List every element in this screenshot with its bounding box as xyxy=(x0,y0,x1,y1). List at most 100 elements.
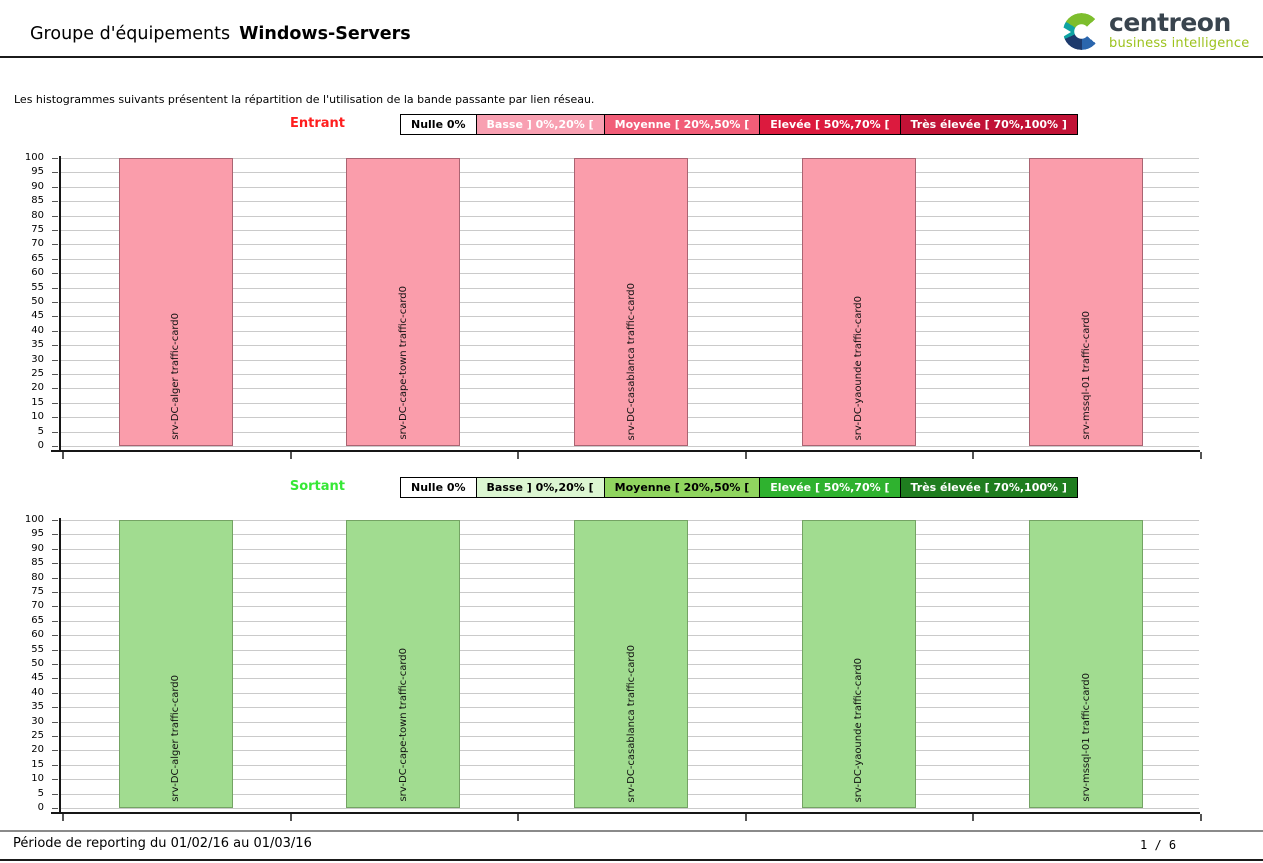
y-tick xyxy=(52,635,58,637)
y-tick xyxy=(52,750,58,752)
y-tick xyxy=(52,764,58,766)
y-tick xyxy=(52,402,58,404)
bar-label: srv-mssql-01 traffic-card0 xyxy=(1080,673,1092,802)
centreon-logo-icon xyxy=(1061,13,1100,53)
y-axis-label: 15 xyxy=(31,396,44,408)
y-axis-label: 50 xyxy=(31,296,44,307)
bar: srv-DC-casablanca traffic-card0 xyxy=(574,520,688,808)
bar-label: srv-DC-yaounde traffic-card0 xyxy=(853,657,865,802)
y-axis-label: 5 xyxy=(37,787,44,799)
y-axis-label: 0 xyxy=(37,440,44,451)
legend-cell: Nulle 0% xyxy=(400,114,477,135)
y-tick xyxy=(52,186,58,188)
report-period: Période de reporting du 01/02/16 au 01/0… xyxy=(13,836,312,851)
y-tick xyxy=(52,678,58,680)
y-tick xyxy=(52,172,58,174)
y-tick xyxy=(52,606,58,608)
footer-divider xyxy=(0,830,1263,832)
bar: srv-DC-yaounde traffic-card0 xyxy=(801,158,916,446)
y-axis-label: 100 xyxy=(24,514,44,525)
bar-label: srv-DC-cape-town traffic-card0 xyxy=(397,286,409,440)
y-tick xyxy=(52,374,58,375)
y-axis-label: 100 xyxy=(24,152,44,163)
y-tick xyxy=(52,345,58,347)
y-axis xyxy=(59,518,61,814)
x-tick xyxy=(62,452,64,459)
y-tick xyxy=(52,736,58,737)
x-tick xyxy=(517,814,520,821)
legend-cell: Très élevée [ 70%,100% ] xyxy=(899,477,1078,498)
y-axis-label: 55 xyxy=(31,281,44,293)
y-axis-label: 45 xyxy=(31,310,44,322)
bar-label: srv-DC-alger traffic-card0 xyxy=(170,313,182,440)
y-axis-label: 25 xyxy=(31,368,44,379)
bar-label: srv-DC-yaounde traffic-card0 xyxy=(853,295,865,440)
y-axis-label: 70 xyxy=(31,238,44,250)
y-axis-label: 35 xyxy=(31,339,44,351)
y-axis-label: 65 xyxy=(31,614,44,626)
y-tick xyxy=(52,330,58,332)
x-tick xyxy=(744,814,747,821)
y-axis-label: 80 xyxy=(31,571,44,583)
y-tick xyxy=(52,359,58,361)
bar-label: srv-DC-cape-town traffic-card0 xyxy=(397,648,409,802)
bar: srv-DC-alger traffic-card0 xyxy=(118,520,233,808)
chart-direction-label: Entrant xyxy=(289,116,345,131)
y-axis-label: 40 xyxy=(31,324,44,336)
y-axis-label: 55 xyxy=(31,643,44,655)
y-axis-label: 95 xyxy=(31,166,44,178)
y-tick xyxy=(52,577,58,579)
y-axis-label: 20 xyxy=(31,382,44,394)
gridline xyxy=(61,808,1199,809)
title-group-name: Windows-Servers xyxy=(239,24,411,44)
bar-label: srv-DC-casablanca traffic-card0 xyxy=(625,282,637,440)
y-tick xyxy=(52,563,58,565)
y-axis-label: 65 xyxy=(31,252,44,264)
page-title: Groupe d'équipements Windows-Servers xyxy=(30,24,411,44)
y-axis-label: 0 xyxy=(37,802,44,813)
page-number: 1 / 6 xyxy=(1140,838,1177,852)
y-axis-label: 70 xyxy=(31,600,44,612)
y-axis-label: 85 xyxy=(31,557,44,569)
header-divider xyxy=(0,56,1263,58)
y-tick xyxy=(52,316,58,318)
legend-cell: Moyenne [ 20%,50% [ xyxy=(603,114,761,135)
y-tick xyxy=(52,258,58,260)
y-tick xyxy=(52,215,58,217)
y-tick xyxy=(52,649,58,651)
bar: srv-mssql-01 traffic-card0 xyxy=(1029,158,1144,446)
bar: srv-DC-cape-town traffic-card0 xyxy=(346,520,461,808)
y-axis-label: 90 xyxy=(31,180,44,192)
y-axis-label: 5 xyxy=(37,425,44,437)
legend-table: Nulle 0% Basse ] 0%,20% [Moyenne [ 20%,50… xyxy=(400,114,1078,135)
y-axis-label: 30 xyxy=(31,715,44,727)
page-bottom-border xyxy=(0,859,1263,861)
legend-cell: Basse ] 0%,20% [ xyxy=(475,477,605,498)
y-tick xyxy=(52,721,58,723)
y-tick xyxy=(52,534,58,536)
x-tick xyxy=(517,452,520,459)
x-tick xyxy=(972,814,975,821)
y-tick xyxy=(52,158,58,159)
intro-text: Les histogrammes suivants présentent la … xyxy=(14,93,595,106)
y-axis-label: 60 xyxy=(31,267,44,279)
y-tick xyxy=(52,388,58,390)
y-tick xyxy=(52,446,58,447)
y-tick xyxy=(52,592,58,593)
y-tick xyxy=(52,808,58,809)
bar: srv-DC-cape-town traffic-card0 xyxy=(346,158,461,446)
bar: srv-mssql-01 traffic-card0 xyxy=(1029,520,1144,808)
y-tick xyxy=(52,548,58,550)
legend-cell: Elevée [ 50%,70% [ xyxy=(759,114,901,135)
legend-cell: Elevée [ 50%,70% [ xyxy=(759,477,901,498)
y-axis-label: 45 xyxy=(31,672,44,684)
y-tick xyxy=(52,230,58,231)
y-axis-label: 90 xyxy=(31,542,44,554)
x-axis xyxy=(51,812,1200,814)
legend-table: Nulle 0% Basse ] 0%,20% [Moyenne [ 20%,50… xyxy=(400,477,1078,498)
y-tick xyxy=(52,201,58,203)
x-tick xyxy=(62,814,64,821)
y-axis-label: 20 xyxy=(31,744,44,756)
y-tick xyxy=(52,520,58,521)
y-tick xyxy=(52,692,58,694)
